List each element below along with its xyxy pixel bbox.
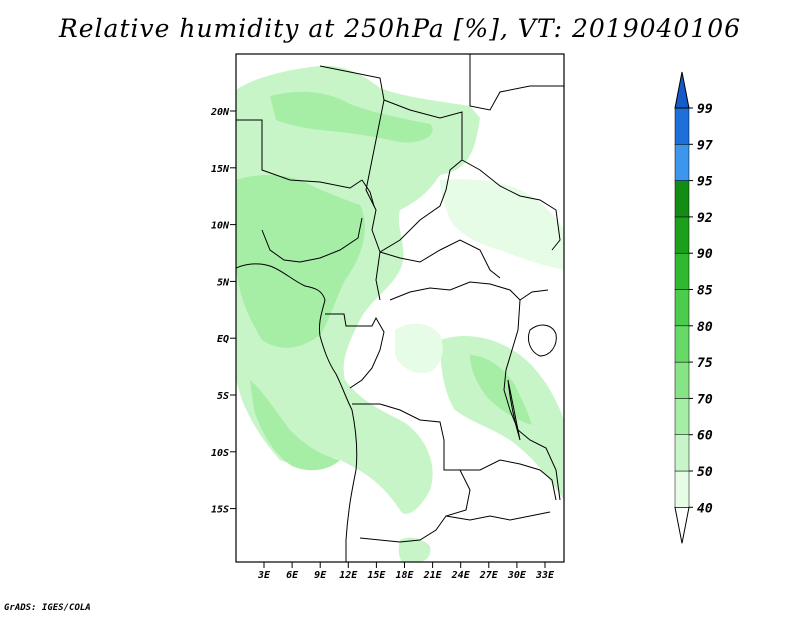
colorbar-label: 60 [697, 429, 713, 444]
colorbar-segment [674, 180, 690, 218]
lon-tick-label: 27E [479, 570, 499, 581]
lon-tick-label: 6E [286, 570, 299, 581]
border-drc-north [389, 281, 549, 301]
lon-tick-label: 21E [423, 570, 443, 581]
humidity-south-tongue [250, 380, 340, 471]
border-north-2 [319, 65, 385, 301]
lake-chad [361, 179, 375, 207]
lat-tick-label: 5S [217, 391, 229, 402]
grads-credit: GrADS: IGES/COLA [4, 603, 91, 613]
lat-tick-label: 5N [217, 277, 230, 288]
lat-tick-label: 15S [211, 505, 229, 516]
colorbar-segment [674, 325, 690, 363]
lon-tick-label: 30E [507, 570, 527, 581]
lon-tick-label: 9E [314, 570, 327, 581]
humidity-area-west [236, 65, 480, 514]
humidity-field [236, 65, 564, 562]
colorbar-segment [674, 434, 690, 472]
lon-tick-label: 24E [451, 570, 471, 581]
colorbar-label: 50 [697, 465, 713, 480]
colorbar-top-arrow [674, 71, 690, 109]
lon-tick-label: 33E [535, 570, 555, 581]
colorbar-label: 92 [697, 211, 713, 226]
longitude-axis: 3E 6E 9E 12E 15E 18E 21E 24E 27E 30E 33E [257, 562, 555, 581]
colorbar-label: 75 [697, 356, 713, 371]
lat-tick-label: 10S [211, 448, 229, 459]
humidity-east-core [470, 355, 532, 425]
country-boundaries [236, 54, 564, 562]
colorbar-label: 80 [697, 320, 713, 335]
lat-tick-label: EQ [217, 334, 229, 345]
border-south [445, 511, 551, 521]
map-frame [235, 53, 565, 563]
colorbar-label: 90 [697, 247, 713, 262]
humidity-far-south [398, 537, 431, 562]
colorbar: 40 50 60 70 75 80 85 90 92 95 97 99 [674, 71, 713, 544]
border-north-1 [236, 119, 363, 189]
lake-tanganyika [507, 379, 521, 441]
humidity-center-patch [395, 323, 443, 374]
humidity-east [440, 335, 564, 500]
coastline-west [236, 263, 358, 562]
colorbar-segment [674, 361, 690, 399]
lon-tick-label: 15E [367, 570, 386, 581]
border-zambia [444, 459, 557, 501]
colorbar-segment [674, 470, 690, 508]
colorbar-segment [674, 398, 690, 435]
colorbar-label: 40 [697, 501, 713, 516]
colorbar-label: 97 [697, 138, 713, 153]
colorbar-label: 85 [697, 284, 713, 299]
colorbar-segment [674, 289, 690, 327]
border-nigeria [261, 217, 363, 263]
border-sudan [461, 159, 561, 251]
lat-tick-label: 10N [211, 221, 230, 232]
lake-victoria [527, 324, 557, 357]
humidity-northeast [440, 179, 564, 270]
latitude-axis: 20N 15N 10N 5N EQ 5S 10S 15S [210, 107, 236, 516]
border-car [379, 239, 501, 279]
border-drc-east [503, 299, 561, 501]
colorbar-label: 99 [697, 102, 713, 117]
lat-tick-label: 15N [211, 164, 230, 175]
colorbar-label: 70 [697, 392, 713, 407]
colorbar-segment [674, 216, 690, 254]
lat-tick-label: 20N [210, 107, 230, 118]
colorbar-bottom-arrow [674, 506, 690, 544]
border-egypt [469, 54, 564, 111]
lon-tick-label: 12E [339, 570, 358, 581]
colorbar-segment [674, 107, 690, 145]
humidity-north-band [270, 91, 433, 143]
chart-title: Relative humidity at 250hPa [%], VT: 201… [58, 14, 742, 43]
lon-tick-label: 18E [395, 570, 414, 581]
border-angola [352, 403, 471, 543]
colorbar-label: 95 [697, 175, 713, 190]
colorbar-segment [674, 144, 690, 181]
border-chad [379, 99, 463, 253]
border-congo [325, 313, 385, 389]
lon-tick-label: 3E [257, 570, 271, 581]
colorbar-segment [674, 252, 690, 290]
